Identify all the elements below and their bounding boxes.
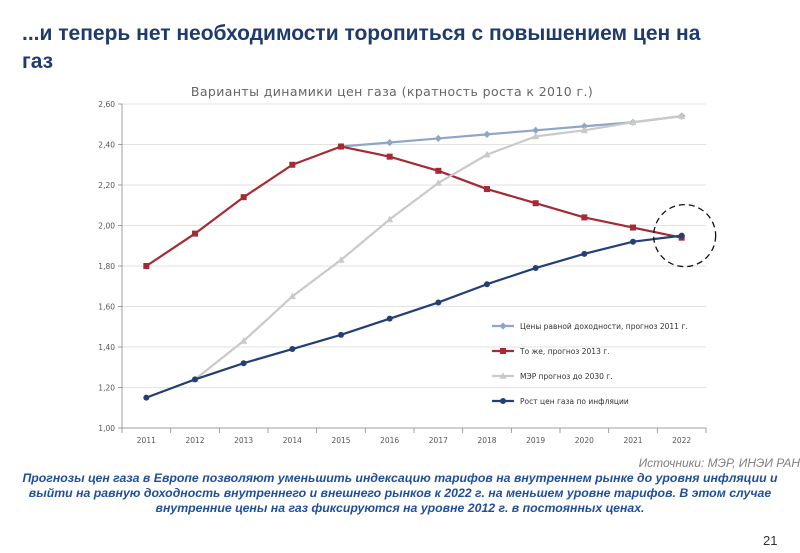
data-point	[581, 214, 588, 221]
data-point	[499, 372, 507, 379]
sources-note: Источники: МЭР, ИНЭИ РАН	[638, 456, 800, 470]
y-tick-label: 2,00	[98, 222, 115, 231]
data-point	[435, 167, 442, 174]
gridlines	[122, 103, 706, 429]
data-point	[192, 230, 198, 237]
data-point	[386, 138, 394, 147]
data-point	[483, 150, 491, 158]
x-tick-label: 2011	[137, 436, 156, 445]
data-point	[580, 122, 588, 130]
data-point	[484, 186, 490, 193]
legend-item: Цены равной доходности, прогноз 2011 г.	[492, 322, 688, 331]
data-point	[143, 263, 150, 269]
y-tick-label: 2,40	[98, 141, 115, 150]
data-point	[338, 143, 344, 150]
slide-title: ...и теперь нет необходимости торопиться…	[22, 22, 701, 73]
data-point	[484, 281, 490, 288]
data-point	[386, 153, 393, 160]
x-tick-label: 2015	[331, 436, 350, 445]
legend-label: Рост цен газа по инфляции	[520, 397, 629, 406]
page-number: 21	[763, 533, 778, 548]
highlight-circle	[653, 203, 717, 268]
x-tick-label: 2019	[526, 436, 545, 445]
data-point	[288, 292, 296, 300]
data-point	[532, 200, 539, 207]
annotations	[653, 203, 717, 268]
data-point	[630, 238, 636, 245]
data-point	[580, 126, 588, 134]
data-point	[500, 398, 506, 404]
data-point	[337, 256, 345, 263]
data-point	[192, 376, 198, 383]
data-point	[289, 346, 296, 353]
x-tick-label: 2017	[429, 436, 448, 445]
series-3	[191, 112, 686, 383]
y-tick-label: 1,40	[98, 343, 115, 352]
data-point	[483, 130, 491, 138]
legend-item: То же, прогноз 2013 г.	[492, 347, 610, 356]
data-point	[289, 161, 296, 168]
data-point	[532, 265, 539, 272]
x-tick-label: 2013	[234, 436, 253, 445]
caption-text: Прогнозы цен газа в Европе позволяют уме…	[22, 471, 778, 515]
x-tick-label: 2012	[185, 436, 204, 445]
x-tick-label: 2014	[283, 436, 302, 445]
y-tick-label: 1,60	[98, 303, 115, 312]
y-axis-ticks: 1,00 1,20 1,40 1,60 1,80 2,00 2,20 2,40 2,60	[98, 100, 122, 433]
series-group	[143, 112, 686, 401]
data-point	[678, 232, 685, 239]
data-point	[532, 132, 540, 140]
x-tick-label: 2021	[623, 436, 642, 445]
data-point	[678, 112, 686, 119]
data-point	[581, 250, 588, 257]
x-tick-label: 2022	[672, 436, 691, 445]
data-point	[630, 224, 636, 231]
legend-label: То же, прогноз 2013 г.	[519, 347, 610, 356]
data-point	[240, 194, 247, 201]
axes	[121, 104, 706, 429]
data-point	[434, 179, 442, 186]
legend-label: МЭР прогноз до 2030 г.	[520, 372, 613, 381]
y-tick-label: 2,20	[98, 181, 115, 190]
legend-label: Цены равной доходности, прогноз 2011 г.	[520, 322, 688, 331]
legend-item: Рост цен газа по инфляции	[492, 397, 629, 406]
data-point	[338, 331, 344, 338]
data-point	[500, 348, 506, 354]
data-point	[499, 322, 507, 330]
series-line	[145, 145, 682, 267]
data-point	[240, 337, 248, 344]
chart-title: Варианты динамики цен газа (кратность ро…	[191, 84, 593, 99]
x-axis-ticks: 2011 2012 2013 2014 2015 2016 2017 2018 2019 2020…	[121, 428, 707, 445]
series-line	[145, 234, 682, 399]
y-tick-label: 1,80	[98, 262, 115, 271]
data-point	[629, 118, 637, 126]
data-point	[386, 315, 393, 322]
legend: Цены равной доходности, прогноз 2011 г. Т…	[492, 322, 688, 406]
x-tick-label: 2016	[380, 436, 399, 445]
data-point	[434, 134, 442, 143]
x-tick-label: 2020	[575, 436, 594, 445]
data-point	[532, 126, 540, 134]
y-tick-label: 2,60	[98, 100, 115, 109]
data-point	[240, 360, 247, 367]
x-tick-label: 2018	[477, 436, 496, 445]
legend-item: МЭР прогноз до 2030 г.	[492, 372, 613, 381]
y-tick-label: 1,20	[98, 384, 115, 393]
y-tick-label: 1,00	[98, 424, 115, 433]
data-point	[386, 215, 394, 223]
data-point	[435, 299, 442, 306]
series-4	[143, 232, 685, 401]
data-point	[143, 394, 150, 401]
